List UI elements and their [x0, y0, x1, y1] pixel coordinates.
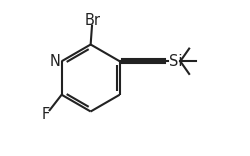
Text: N: N [50, 54, 60, 69]
Text: Br: Br [85, 13, 101, 28]
Text: Si: Si [169, 54, 182, 69]
Text: F: F [42, 107, 50, 122]
